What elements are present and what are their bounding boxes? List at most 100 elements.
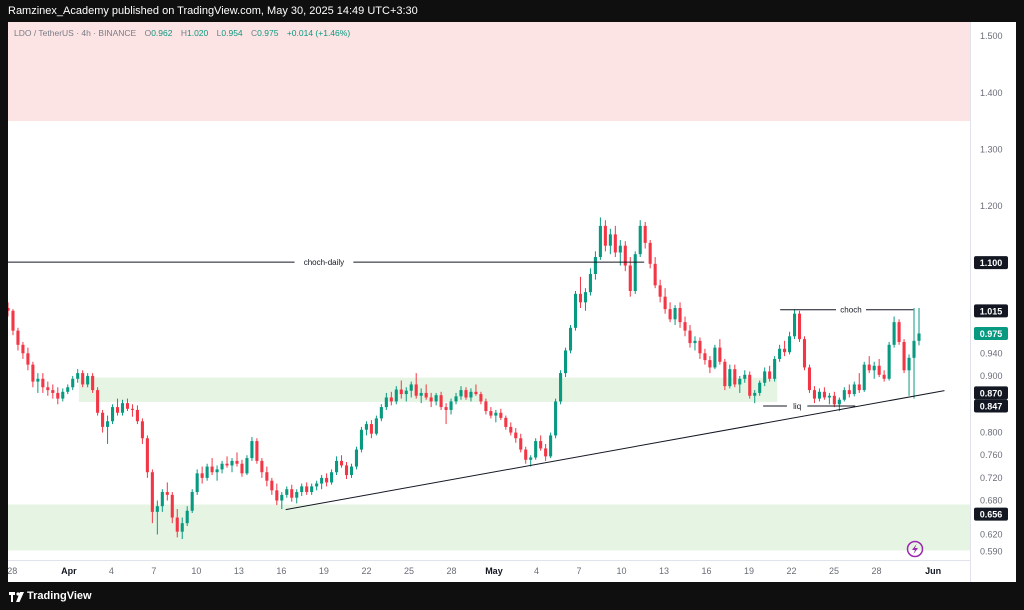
candle-body [260,460,264,473]
candle-body [120,403,125,413]
candle-body [608,234,612,246]
y-tick-label: 0.680 [980,496,1003,506]
candle-body [494,412,498,416]
candle-body [394,389,398,402]
candle-body [56,392,60,399]
x-tick-label: 19 [744,566,754,576]
candle-body [802,339,807,368]
candle-body [474,391,478,395]
x-tick-label: Apr [61,566,77,576]
candle-body [638,225,642,255]
candle-body [265,472,269,481]
candle-body [414,384,418,396]
candle-body [877,365,881,375]
candle-body [549,435,553,457]
candle-body [797,313,802,340]
publisher-bar: Ramzinex_Academy published on TradingVie… [0,0,1024,22]
candle-body [817,391,821,399]
candle-body [459,390,463,397]
candle-body [349,466,354,476]
choch-line-label: choch [840,306,861,315]
candle-body [379,407,383,419]
candle-body [613,234,617,253]
candle-body [678,307,682,323]
candle-body [892,322,896,345]
x-tick-label: 22 [786,566,796,576]
candle-body [688,330,692,344]
y-tick-label: 1.500 [980,31,1003,41]
x-tick-label: May [485,566,503,576]
candle-body [135,409,139,422]
high-label: H [180,28,187,38]
mid-zone [78,377,778,402]
candle-body [300,486,304,493]
candle-body [768,371,772,379]
candle-body [653,263,657,286]
candle-body [807,367,812,391]
candle-body [673,307,677,320]
candle-body [290,489,294,498]
candle-body [593,257,597,275]
candle-body [339,460,344,466]
footer-bar: TradingView [0,586,1024,610]
x-tick-label: 4 [534,566,539,576]
candle-body [429,397,433,402]
candle-body [285,489,289,495]
high-value: 1.020 [186,28,209,38]
candle-body [175,517,179,532]
candle-body [504,417,508,427]
candle-body [185,510,189,524]
x-tick-label: 16 [701,566,711,576]
candle-body [499,412,503,418]
candle-body [588,274,592,293]
x-tick-label: 16 [276,566,286,576]
candle-body [61,391,65,399]
candle-body [658,285,662,297]
demand-zone [8,504,970,551]
price-label-tag [974,386,1008,400]
candle-body [449,401,453,410]
candle-body [718,347,722,362]
tradingview-brand[interactable]: TradingView [27,590,92,602]
candle-body [792,313,797,337]
x-tick-label: 7 [576,566,581,576]
y-tick-label: 0.940 [980,348,1003,358]
price-label-text: 1.015 [980,306,1003,316]
price-chart[interactable]: 1.500 1.400 1.300 1.200 0.940 0.900 0.800 0.760… [8,22,1016,582]
candle-body [374,418,378,434]
candle-body [733,369,737,385]
x-tick-label: 13 [659,566,669,576]
chart-frame[interactable]: 1.500 1.400 1.300 1.200 0.940 0.900 0.800 0.760… [8,22,1016,582]
candle-body [753,392,757,396]
candle-body [359,429,363,450]
candle-body [827,395,831,398]
x-tick-label: 10 [191,566,201,576]
candle-body [514,432,518,439]
candle-body [564,350,568,374]
candle-body [554,401,558,436]
candle-body [91,375,95,391]
candle-body [404,390,408,395]
price-label-text: 0.847 [980,401,1003,411]
candle-body [250,441,254,459]
candle-body [578,293,583,303]
candle-body [190,492,194,511]
candle-body [603,225,607,246]
y-tick-label: 0.720 [980,473,1003,483]
candle-body [832,395,836,405]
candle-body [683,322,687,331]
candle-body [907,357,911,371]
candle-body [862,364,866,391]
candle-body [509,426,513,433]
y-tick-label: 0.590 [980,547,1003,557]
candle-body [325,477,329,483]
candle-body [534,441,538,458]
candle-body [867,364,871,371]
candle-body [708,360,712,368]
candle-body [519,438,523,450]
candle-body [783,348,787,353]
candle-body [389,397,393,402]
y-tick-label: 0.800 [980,428,1003,438]
price-label-tag [974,399,1008,413]
candle-body [917,333,921,341]
